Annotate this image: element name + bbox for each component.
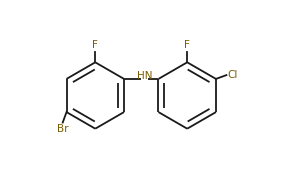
Text: Cl: Cl — [227, 70, 238, 80]
Text: HN: HN — [137, 71, 152, 81]
Text: F: F — [184, 40, 190, 50]
Text: F: F — [92, 40, 98, 50]
Text: Br: Br — [57, 124, 68, 134]
